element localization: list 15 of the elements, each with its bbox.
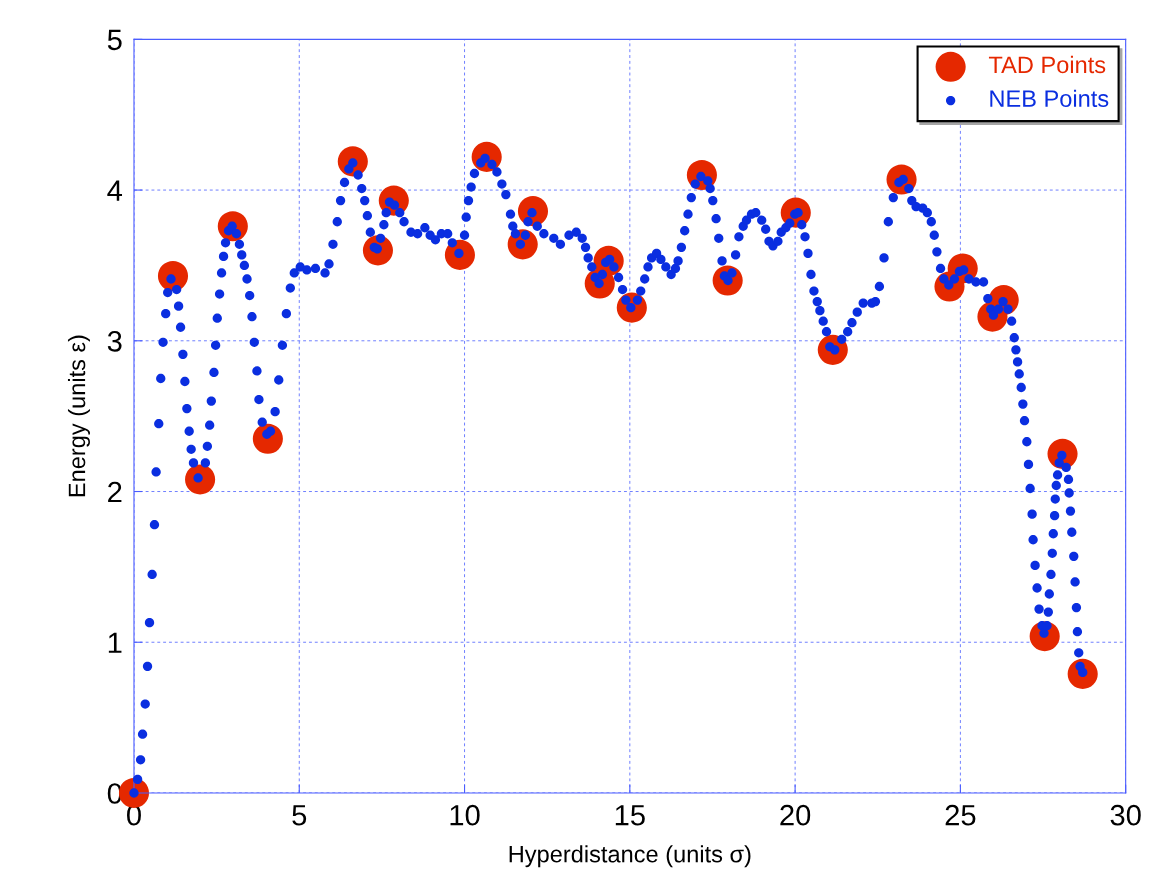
legend-label: TAD Points: [988, 55, 1106, 74]
legend-label: NEB Points: [990, 89, 1109, 108]
x-tick-label: 20: [780, 804, 811, 826]
x-tick-label: 5: [292, 805, 307, 826]
x-tick-label: 30: [1110, 804, 1141, 826]
y-tick-label: 2: [108, 481, 122, 503]
x-tick-label: 25: [945, 804, 976, 826]
y-axis-title: Energy (units ε): [67, 335, 90, 497]
y-tick-label: 1: [108, 632, 122, 653]
x-tick-label: 15: [615, 805, 645, 826]
y-tick-label: 3: [107, 330, 122, 352]
x-axis-title: Hyperdistance (units σ): [509, 845, 751, 868]
x-tick-label: 10: [450, 804, 480, 826]
y-tick-label: 4: [107, 180, 123, 201]
y-tick-label: 5: [107, 29, 122, 51]
